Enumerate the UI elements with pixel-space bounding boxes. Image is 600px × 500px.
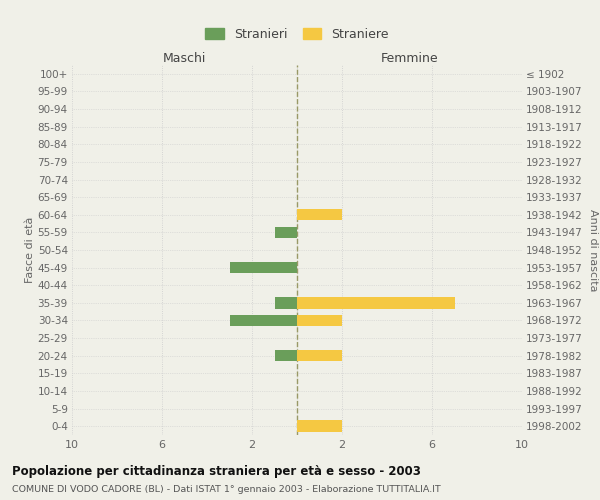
Bar	[275, 226, 297, 238]
Bar	[297, 315, 342, 326]
Bar	[297, 209, 342, 220]
Text: Femmine: Femmine	[380, 52, 439, 65]
Legend: Stranieri, Straniere: Stranieri, Straniere	[200, 23, 394, 46]
Y-axis label: Fasce di età: Fasce di età	[25, 217, 35, 283]
Y-axis label: Anni di nascita: Anni di nascita	[589, 209, 598, 291]
Text: Maschi: Maschi	[163, 52, 206, 65]
Bar	[275, 350, 297, 362]
Bar	[275, 297, 297, 308]
Text: Popolazione per cittadinanza straniera per età e sesso - 2003: Popolazione per cittadinanza straniera p…	[12, 465, 421, 478]
Bar	[297, 350, 342, 362]
Bar	[297, 420, 342, 432]
Bar	[229, 315, 297, 326]
Text: COMUNE DI VODO CADORE (BL) - Dati ISTAT 1° gennaio 2003 - Elaborazione TUTTITALI: COMUNE DI VODO CADORE (BL) - Dati ISTAT …	[12, 485, 441, 494]
Bar	[297, 297, 455, 308]
Bar	[229, 262, 297, 274]
